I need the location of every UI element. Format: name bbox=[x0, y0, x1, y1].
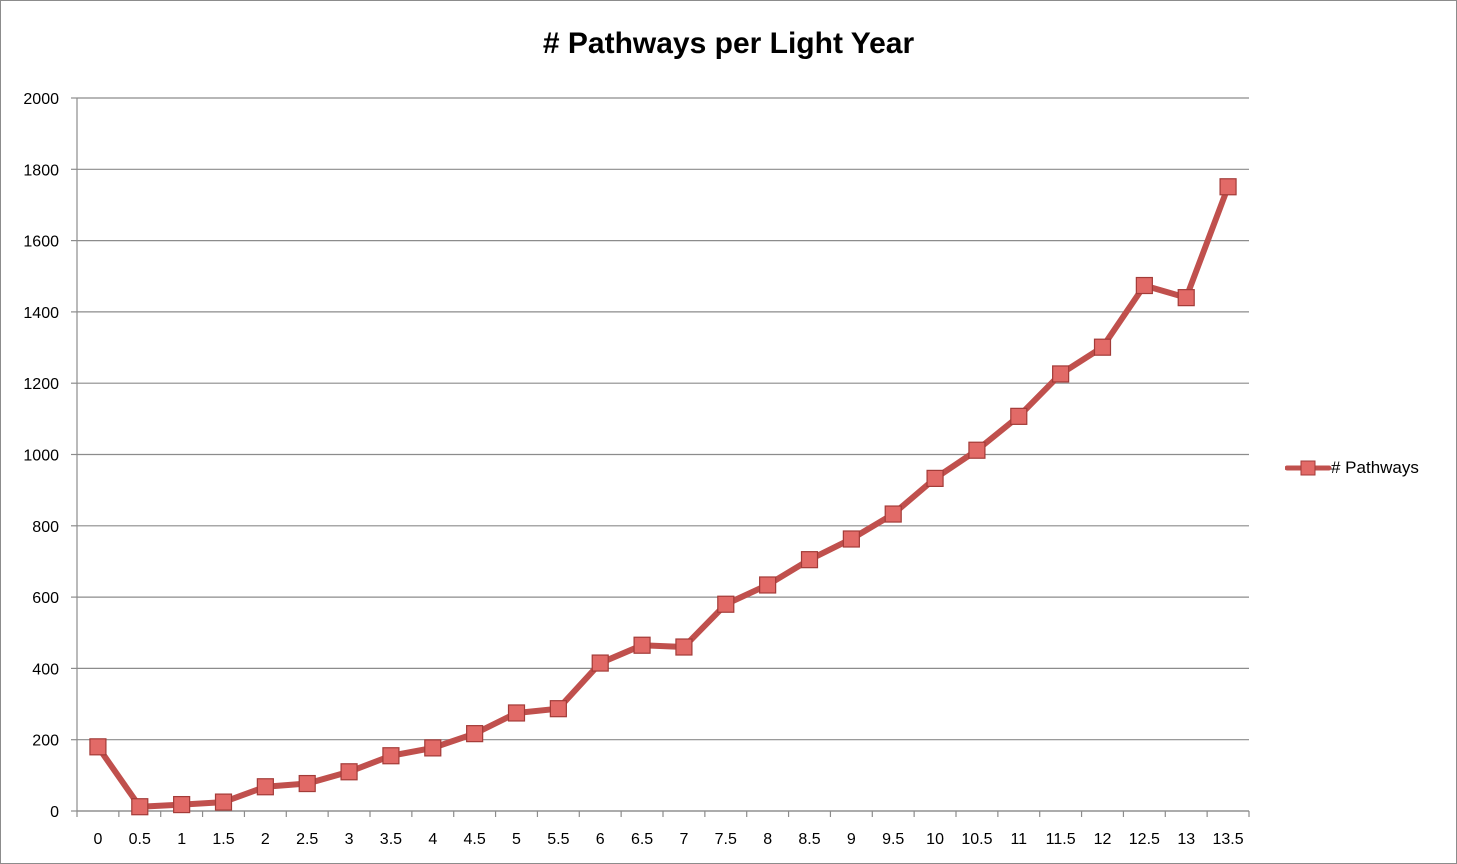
data-point bbox=[759, 576, 777, 594]
data-point bbox=[884, 505, 902, 523]
y-tick-label: 0 bbox=[50, 804, 59, 821]
data-point bbox=[926, 469, 944, 487]
y-tick-label: 1400 bbox=[23, 305, 59, 322]
x-tick-label: 5.5 bbox=[547, 831, 569, 848]
y-tick-label: 1600 bbox=[23, 234, 59, 251]
x-tick-label: 7.5 bbox=[715, 831, 737, 848]
data-point bbox=[214, 793, 233, 811]
x-tick-label: 11 bbox=[1010, 831, 1027, 848]
data-point bbox=[1177, 289, 1195, 307]
gridlines bbox=[77, 97, 1249, 812]
x-tick-label: 9 bbox=[847, 831, 856, 848]
data-point bbox=[382, 747, 400, 765]
data-point bbox=[549, 700, 567, 718]
legend: # Pathways bbox=[1284, 457, 1419, 479]
x-tick-label: 0.5 bbox=[129, 831, 151, 848]
data-point bbox=[842, 530, 860, 548]
x-tick-labels: 0 0.5 1 1.5 2 2.5 3 3.5 4 4.5 5 5.5 6 6.5 7 7.5 8 8.5 9 9.5… bbox=[93, 831, 1243, 848]
x-tick-label: 2 bbox=[261, 831, 270, 848]
data-point bbox=[633, 636, 651, 654]
x-tick-label: 6 bbox=[596, 831, 605, 848]
data-point bbox=[1135, 276, 1153, 295]
data-point bbox=[1010, 407, 1028, 425]
x-tick-label: 8.5 bbox=[798, 831, 820, 848]
data-point bbox=[675, 638, 693, 656]
x-tick-label: 10.5 bbox=[961, 831, 992, 848]
data-point bbox=[256, 778, 274, 796]
data-point bbox=[424, 739, 442, 757]
x-tick-label: 12 bbox=[1094, 831, 1112, 848]
data-point bbox=[968, 441, 986, 459]
y-tick-label: 600 bbox=[32, 590, 59, 607]
data-point bbox=[591, 654, 609, 672]
x-tick-label: 11.5 bbox=[1046, 831, 1076, 848]
legend-swatch bbox=[1284, 460, 1332, 476]
y-tick-label: 200 bbox=[32, 733, 59, 750]
data-point bbox=[89, 738, 107, 756]
data-point bbox=[466, 725, 484, 743]
x-tick-label: 4 bbox=[428, 831, 437, 848]
x-tick-label: 13 bbox=[1177, 831, 1195, 848]
x-tick-label: 12.5 bbox=[1129, 831, 1160, 848]
x-tick-label: 8 bbox=[763, 831, 772, 848]
data-point bbox=[800, 551, 819, 569]
data-point bbox=[717, 595, 735, 613]
x-tick-label: 1.5 bbox=[212, 831, 234, 848]
data-point bbox=[507, 704, 526, 722]
legend-label: # Pathways bbox=[1331, 458, 1419, 477]
x-tick-label: 10 bbox=[926, 831, 944, 848]
x-tick-label: 2.5 bbox=[296, 831, 318, 848]
y-tick-label: 1800 bbox=[23, 162, 59, 179]
series-pathways bbox=[89, 178, 1237, 816]
y-tick-label: 1000 bbox=[23, 448, 59, 465]
x-tick-label: 3.5 bbox=[380, 831, 402, 848]
data-point bbox=[173, 795, 191, 814]
data-point bbox=[340, 763, 358, 781]
y-tick-label: 800 bbox=[32, 519, 59, 536]
x-tick-label: 5 bbox=[512, 831, 521, 848]
y-tick-labels: 0 200 400 600 800 1000 1200 1400 1600 1800 2000 bbox=[23, 91, 59, 821]
series-line bbox=[94, 183, 1232, 810]
x-tick-label: 13.5 bbox=[1213, 831, 1244, 848]
x-tick-label: 4.5 bbox=[464, 831, 486, 848]
axes bbox=[71, 97, 1250, 817]
x-tick-label: 6.5 bbox=[631, 831, 653, 848]
data-point bbox=[1093, 338, 1112, 356]
x-tick-label: 1 bbox=[177, 831, 186, 848]
data-point bbox=[298, 774, 316, 793]
data-point bbox=[131, 798, 149, 816]
y-tick-label: 400 bbox=[32, 661, 59, 678]
x-tick-label: 7 bbox=[679, 831, 688, 848]
y-tick-label: 1200 bbox=[23, 376, 59, 393]
x-tick-label: 0 bbox=[93, 831, 102, 848]
data-point bbox=[1219, 178, 1237, 196]
data-point bbox=[1052, 365, 1070, 383]
x-tick-label: 3 bbox=[345, 831, 354, 848]
y-tick-label: 2000 bbox=[23, 91, 59, 108]
chart-title: # Pathways per Light Year bbox=[542, 27, 915, 60]
x-tick-label: 9.5 bbox=[882, 831, 904, 848]
